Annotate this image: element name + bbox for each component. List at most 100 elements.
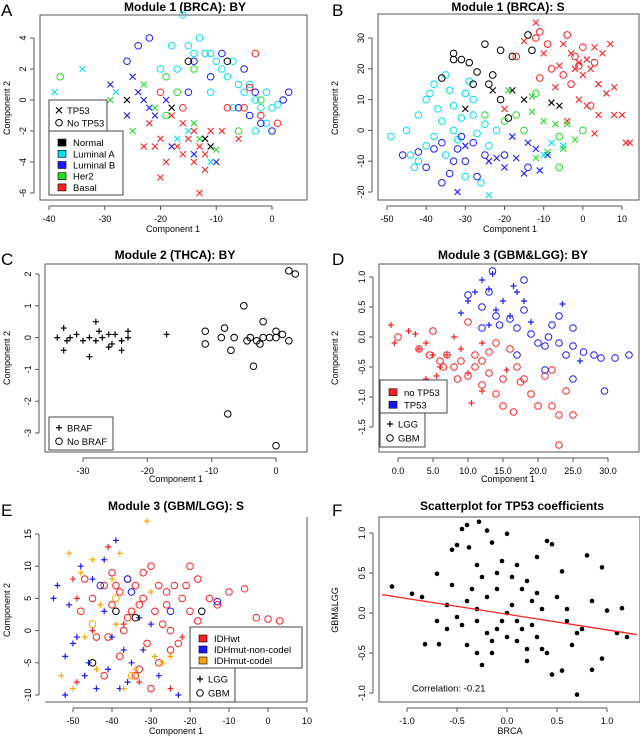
data-point [257, 119, 265, 128]
data-point [532, 19, 540, 26]
data-point [514, 562, 520, 568]
data-point [457, 132, 466, 141]
data-point [575, 61, 583, 70]
data-point [579, 71, 587, 79]
data-point [500, 117, 509, 125]
data-point [127, 671, 136, 680]
data-point [443, 351, 451, 359]
y-axis-label: Component 2 [2, 583, 12, 637]
data-point [579, 348, 588, 356]
data-point [167, 685, 174, 692]
data-point [444, 352, 450, 358]
data-point [151, 104, 159, 112]
data-point [559, 569, 565, 574]
data-point [201, 150, 209, 158]
data-point [544, 148, 551, 156]
x-tick-label: -40 [42, 214, 55, 224]
data-point [479, 340, 485, 346]
data-point [478, 303, 486, 311]
data-point [514, 618, 520, 624]
data-point [131, 671, 140, 680]
data-point [259, 317, 267, 326]
panel-letter: D [332, 250, 344, 269]
x-tick-label: 5.0 [427, 466, 440, 476]
data-point [579, 626, 585, 632]
data-point [218, 49, 226, 58]
data-point [179, 150, 187, 158]
panel-f: F Scatterplot for TP53 coefficients BRCA GB… [330, 499, 640, 736]
data-point [80, 337, 86, 344]
data-point [168, 104, 176, 112]
data-point [465, 298, 471, 304]
data-point [500, 298, 506, 304]
data-point [144, 518, 151, 525]
data-point [73, 331, 80, 338]
data-point [535, 28, 544, 36]
data-point [147, 684, 155, 693]
data-point [66, 550, 73, 557]
data-point [197, 607, 206, 616]
data-point [273, 100, 282, 109]
data-point [599, 565, 605, 570]
data-point [155, 672, 162, 679]
data-point [516, 378, 525, 386]
data-point [485, 80, 493, 88]
chart-title: Module 1 (BRCA): BY [124, 0, 246, 14]
data-point [529, 622, 535, 628]
data-point [493, 154, 501, 162]
data-point [196, 135, 203, 143]
data-point [461, 157, 470, 165]
data-point [410, 163, 419, 172]
data-point [438, 74, 446, 82]
data-point [118, 337, 125, 344]
data-point [425, 351, 434, 359]
legend-label: TP53 [404, 400, 427, 411]
data-point [54, 334, 61, 341]
data-point [422, 95, 430, 104]
data-point [569, 642, 575, 648]
data-point [579, 43, 587, 52]
data-point [168, 143, 176, 150]
data-point [449, 582, 455, 588]
data-point [569, 324, 577, 332]
data-point [257, 103, 265, 112]
data-point [471, 351, 479, 359]
data-point [93, 685, 100, 692]
data-point [453, 145, 462, 153]
data-point [574, 692, 580, 697]
data-point [218, 65, 226, 73]
data-point [600, 387, 609, 395]
data-point [506, 315, 514, 323]
data-point [151, 653, 158, 660]
chart-title: Module 1 (BRCA): S [451, 0, 564, 14]
data-point [528, 93, 536, 100]
data-point [123, 57, 131, 66]
data-point [422, 163, 430, 172]
data-point [464, 318, 472, 326]
data-point [190, 65, 198, 73]
x-tick-label: -30 [459, 214, 472, 224]
x-axis-label: Component 1 [481, 474, 535, 484]
data-point [212, 146, 220, 153]
data-point [509, 408, 518, 416]
data-point [419, 594, 425, 600]
data-point [474, 562, 480, 568]
data-point [626, 139, 634, 147]
data-point [179, 103, 187, 112]
data-point [184, 127, 192, 135]
data-point [389, 584, 395, 589]
data-point [291, 270, 300, 278]
x-tick-label: 1.0 [601, 716, 614, 726]
data-point [54, 582, 61, 589]
data-point [430, 80, 438, 88]
data-point [414, 111, 423, 119]
data-point [96, 328, 103, 335]
data-point [196, 143, 203, 150]
data-point [125, 328, 132, 335]
data-point [109, 634, 115, 641]
x-tick-label: 0 [273, 466, 278, 476]
data-point [449, 157, 458, 165]
data-point [610, 83, 618, 91]
data-point [127, 588, 136, 596]
data-point [477, 178, 485, 187]
